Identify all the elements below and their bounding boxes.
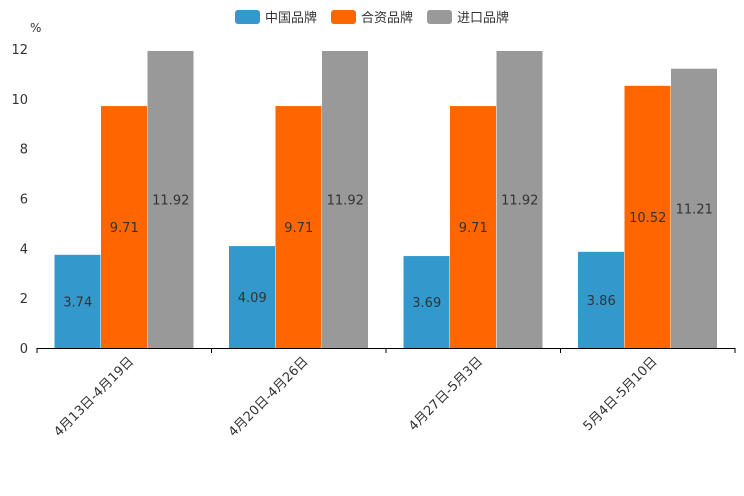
bar-china-brand-0[interactable]	[54, 254, 101, 348]
legend-item-joint-venture-brand[interactable]: 合资品牌	[330, 7, 413, 26]
data-label-joint-venture-brand-1: 9.71	[284, 221, 313, 236]
bar-import-brand-0[interactable]	[147, 50, 194, 348]
data-label-import-brand-0: 11.92	[152, 193, 189, 208]
legend-item-china-brand[interactable]: 中国品牌	[234, 7, 317, 26]
data-label-import-brand-2: 11.92	[501, 193, 538, 208]
y-tick-label-6: 12	[11, 43, 28, 58]
data-label-china-brand-0: 3.74	[63, 295, 92, 310]
bar-import-brand-1[interactable]	[322, 50, 368, 348]
bar-import-brand-2[interactable]	[496, 50, 543, 348]
y-tick-label-4: 8	[20, 143, 28, 158]
x-tick-label-0: 4月13日-4月19日	[51, 354, 137, 440]
legend-label-china-brand: 中国品牌	[264, 11, 317, 26]
data-label-china-brand-2: 3.69	[412, 296, 441, 311]
legend-swatch-import-brand	[427, 9, 452, 24]
bar-china-brand-3[interactable]	[578, 251, 624, 348]
data-label-china-brand-1: 4.09	[238, 291, 267, 306]
legend-swatch-china-brand	[234, 9, 260, 24]
data-label-joint-venture-brand-0: 9.71	[110, 221, 139, 236]
bar-joint-venture-brand-0[interactable]	[101, 106, 147, 348]
bar-china-brand-2[interactable]	[403, 256, 450, 348]
data-label-china-brand-3: 3.86	[587, 294, 616, 309]
x-tick-label-1: 4月20日-4月26日	[226, 354, 312, 440]
y-tick-label-1: 2	[20, 292, 28, 307]
legend-swatch-joint-venture-brand	[330, 9, 356, 24]
bar-china-brand-1[interactable]	[229, 246, 275, 348]
y-axis-unit: %	[30, 21, 42, 35]
data-label-import-brand-1: 11.92	[327, 193, 364, 208]
x-tick-label-2: 4月27日-5月3日	[406, 354, 486, 434]
data-label-joint-venture-brand-2: 9.71	[459, 221, 488, 236]
data-label-import-brand-3: 11.21	[676, 202, 713, 217]
legend-label-import-brand: 进口品牌	[457, 11, 510, 26]
y-tick-label-2: 4	[20, 242, 28, 257]
y-tick-label-0: 0	[20, 342, 28, 357]
chart-legend: 中国品牌 合资品牌 进口品牌	[0, 7, 744, 26]
bar-joint-venture-brand-3[interactable]	[624, 85, 671, 349]
legend-item-import-brand[interactable]: 进口品牌	[427, 7, 509, 26]
bar-import-brand-3[interactable]	[671, 68, 717, 348]
data-label-joint-venture-brand-3: 10.52	[629, 211, 666, 226]
bar-joint-venture-brand-1[interactable]	[275, 106, 322, 348]
legend-label-joint-venture-brand: 合资品牌	[360, 11, 413, 26]
x-tick-label-3: 5月4日-5月10日	[581, 354, 661, 434]
y-tick-label-3: 6	[20, 193, 28, 208]
bar-joint-venture-brand-2[interactable]	[450, 106, 496, 348]
y-tick-label-5: 10	[11, 93, 28, 108]
